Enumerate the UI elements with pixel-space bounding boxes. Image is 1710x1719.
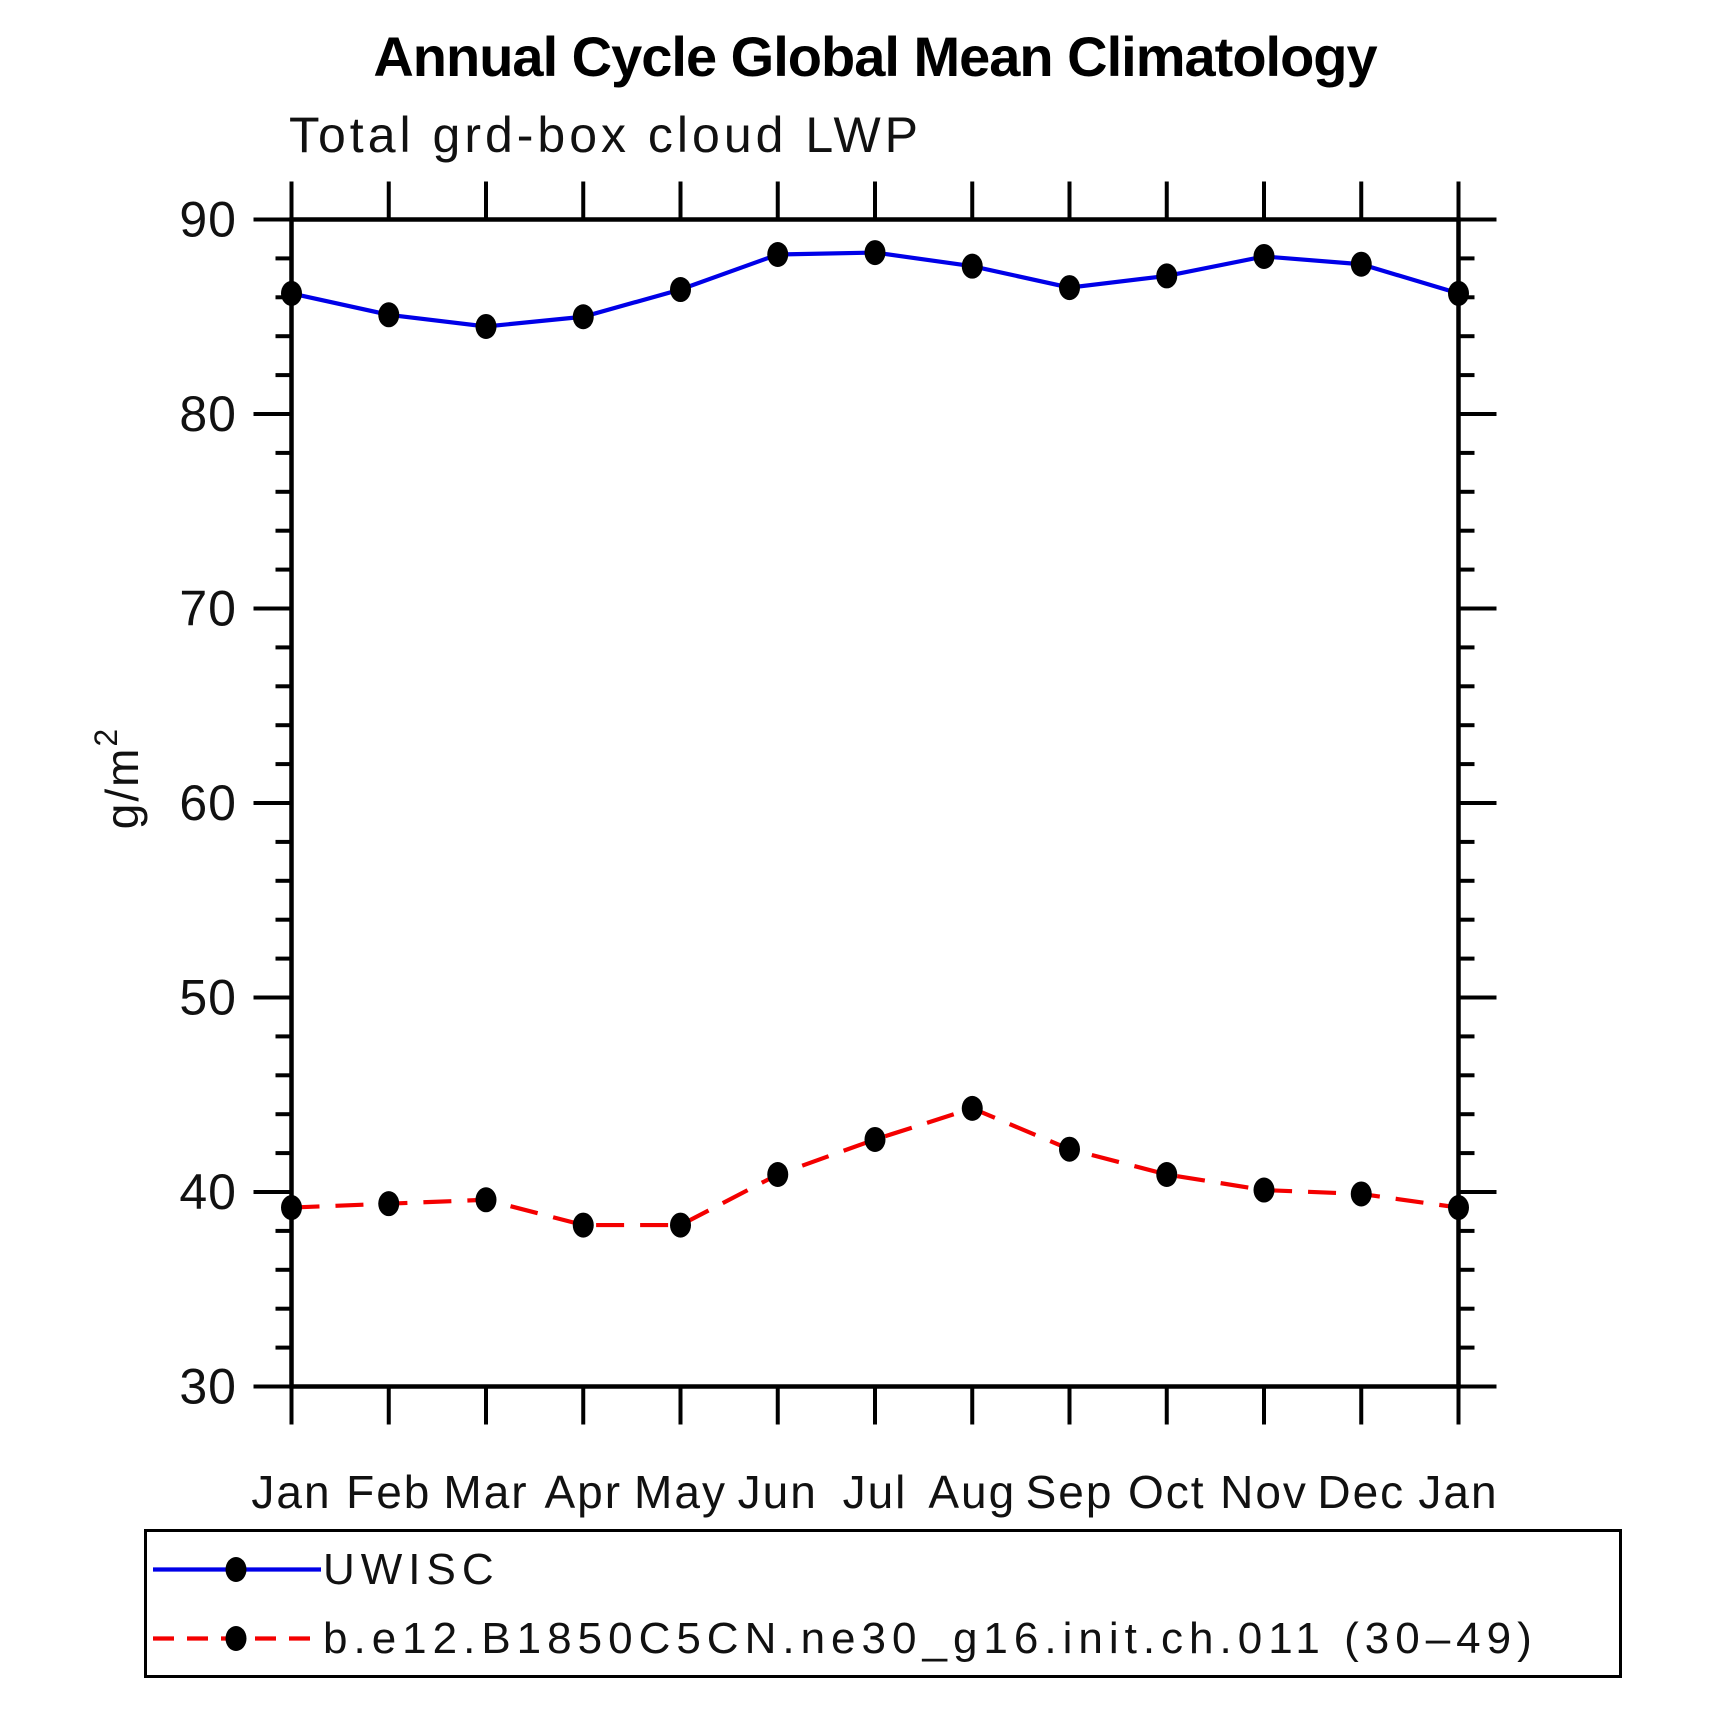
- data-point: [281, 280, 302, 306]
- x-tick-label: Sep: [1026, 1466, 1114, 1518]
- data-point: [1350, 1181, 1372, 1207]
- data-point: [767, 242, 789, 268]
- x-tick-label: Jan: [251, 1466, 331, 1518]
- data-point: [1156, 263, 1178, 289]
- data-point: [961, 1095, 983, 1121]
- y-tick-label: 70: [179, 581, 237, 637]
- data-point: [378, 302, 400, 328]
- data-point: [1059, 1136, 1080, 1162]
- y-tick-label: 90: [179, 192, 237, 248]
- legend: UWISC b.e12.B1850C5CN.ne30_g16.init.ch.01…: [144, 1529, 1622, 1678]
- legend-item: UWISC: [147, 1535, 1619, 1604]
- y-tick-label: 40: [179, 1164, 237, 1220]
- x-tick-label: Mar: [443, 1466, 528, 1518]
- x-tick-label: Dec: [1317, 1466, 1405, 1518]
- data-point: [1448, 1195, 1469, 1221]
- x-tick-label: Feb: [346, 1466, 431, 1518]
- legend-swatch: [153, 1557, 321, 1582]
- data-point: [1350, 251, 1372, 277]
- chart-subtitle: Total grd-box cloud LWP: [289, 107, 922, 163]
- data-point: [670, 1212, 691, 1238]
- y-tick-label: 50: [179, 970, 237, 1026]
- y-tick-label: 60: [179, 775, 237, 831]
- data-point: [1448, 280, 1469, 306]
- data-point: [864, 1126, 886, 1152]
- y-axis-title: g/m2: [88, 727, 148, 829]
- data-point: [1156, 1161, 1178, 1187]
- x-tick-label: May: [634, 1466, 727, 1518]
- data-point: [572, 1212, 594, 1238]
- plot-frame: [289, 217, 1461, 1389]
- series-line-1: [291, 1106, 1459, 1228]
- data-point: [1059, 275, 1080, 301]
- data-point: [1253, 1177, 1275, 1203]
- chart-title: Annual Cycle Global Mean Climatology: [373, 25, 1377, 88]
- data-point: [378, 1191, 400, 1217]
- x-tick-label: Jun: [738, 1466, 818, 1518]
- data-point: [475, 1187, 497, 1213]
- data-point: [1253, 243, 1275, 269]
- data-point: [767, 1161, 789, 1187]
- legend-item: b.e12.B1850C5CN.ne30_g16.init.ch.011 (30…: [147, 1604, 1619, 1673]
- data-point: [961, 253, 983, 279]
- y-tick-label: 30: [179, 1359, 237, 1415]
- legend-label: UWISC: [323, 1544, 500, 1594]
- data-point: [572, 304, 594, 330]
- x-tick-label: Nov: [1220, 1466, 1308, 1518]
- x-tick-label: Aug: [928, 1466, 1016, 1518]
- x-tick-label: Apr: [544, 1466, 622, 1518]
- data-point: [281, 1195, 302, 1221]
- x-tick-label: Jan: [1418, 1466, 1498, 1518]
- data-point: [475, 313, 497, 339]
- x-tick-label: Oct: [1128, 1466, 1206, 1518]
- y-tick-label: 80: [179, 386, 237, 442]
- legend-swatch: [153, 1626, 321, 1651]
- x-tick-label: Jul: [843, 1466, 908, 1518]
- legend-label: b.e12.B1850C5CN.ne30_g16.init.ch.011 (30…: [323, 1613, 1538, 1663]
- data-point: [670, 277, 691, 303]
- data-point: [864, 240, 886, 266]
